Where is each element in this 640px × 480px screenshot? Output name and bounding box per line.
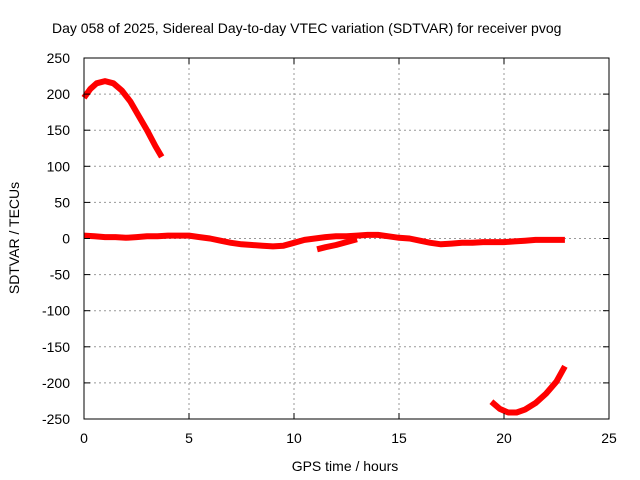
x-tick-label: 20 <box>496 430 512 446</box>
y-tick-label: -250 <box>42 411 70 427</box>
y-tick-label: 250 <box>47 50 71 66</box>
y-axis-ticks: -250 -200 -150 -100 -50 0 50 100 150 200 250 <box>42 50 609 427</box>
series-line-arc-4 <box>489 364 568 416</box>
series-line-arc-1 <box>81 78 165 159</box>
y-tick-label: -200 <box>42 375 70 391</box>
x-axis-label: GPS time / hours <box>292 458 399 474</box>
y-tick-label: 100 <box>47 158 71 174</box>
y-tick-label: -100 <box>42 303 70 319</box>
y-tick-label: 150 <box>47 122 71 138</box>
y-tick-label: -150 <box>42 339 70 355</box>
series-line-arc-3 <box>316 236 358 253</box>
y-axis-label: SDTVAR / TECUs <box>6 182 22 294</box>
x-tick-label: 25 <box>601 430 617 446</box>
y-tick-label: 200 <box>47 86 71 102</box>
x-tick-label: 15 <box>391 430 407 446</box>
y-tick-label: -50 <box>50 267 70 283</box>
chart-title: Day 058 of 2025, Sidereal Day-to-day VTE… <box>52 20 561 36</box>
x-tick-label: 5 <box>185 430 193 446</box>
y-tick-label: 50 <box>54 194 70 210</box>
y-tick-label: 0 <box>62 231 70 247</box>
data-series <box>81 78 568 416</box>
series-line-arc-2 <box>83 231 565 250</box>
x-tick-label: 10 <box>286 430 302 446</box>
x-tick-label: 0 <box>80 430 88 446</box>
x-axis-ticks: 0 5 10 15 20 25 <box>80 58 617 446</box>
